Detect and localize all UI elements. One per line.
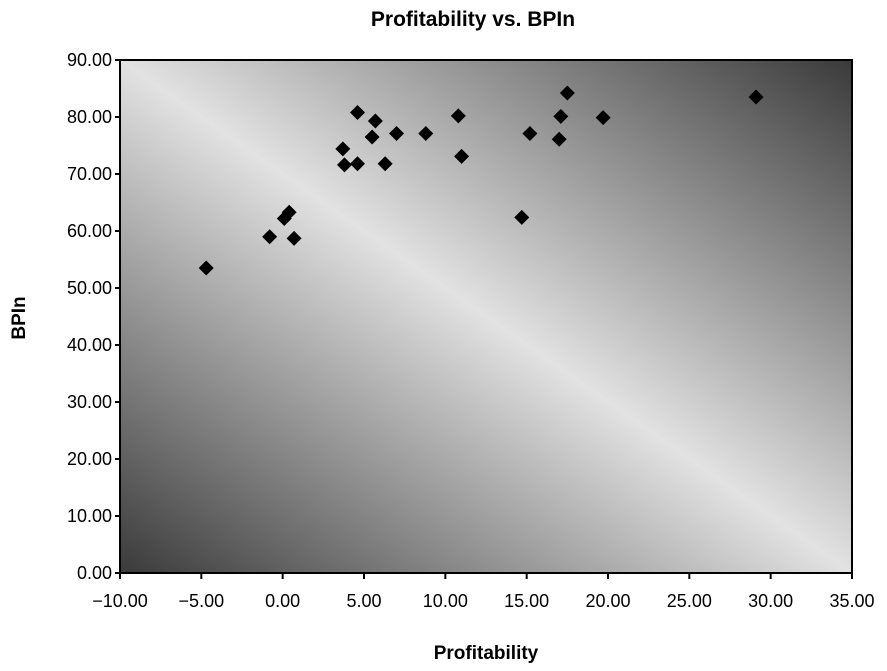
data-point <box>336 157 352 173</box>
data-point <box>450 108 466 124</box>
y-tick-label: 90.00 <box>67 50 112 70</box>
x-tick-label: 25.00 <box>667 591 712 611</box>
data-point <box>364 129 380 145</box>
data-point <box>389 126 405 142</box>
y-tick-label: 10.00 <box>67 506 112 526</box>
data-point <box>262 229 278 245</box>
x-tick-label: −10.00 <box>92 591 148 611</box>
data-point <box>454 148 470 164</box>
x-tick-label: 20.00 <box>585 591 630 611</box>
x-tick-label: 10.00 <box>423 591 468 611</box>
y-tick-label: 70.00 <box>67 164 112 184</box>
data-point <box>367 113 383 129</box>
data-point <box>349 156 365 172</box>
data-point <box>281 204 297 220</box>
data-point <box>522 126 538 142</box>
data-point <box>514 209 530 225</box>
y-tick-label: 80.00 <box>67 107 112 127</box>
chart-title: Profitability vs. BPIn <box>371 8 575 31</box>
data-point <box>418 126 434 142</box>
y-axis: 0.00 10.00 20.00 30.00 40.00 50.00 60.00 70.00 8… <box>67 50 120 583</box>
data-point <box>349 104 365 120</box>
data-point <box>377 156 393 172</box>
x-tick-label: 5.00 <box>346 591 381 611</box>
x-tick-label: −5.00 <box>179 591 225 611</box>
y-tick-label: 0.00 <box>77 563 112 583</box>
y-tick-label: 30.00 <box>67 392 112 412</box>
data-point <box>595 110 611 126</box>
data-point <box>286 230 302 246</box>
data-point <box>748 89 764 105</box>
y-tick-label: 20.00 <box>67 449 112 469</box>
data-points <box>198 85 764 276</box>
x-axis: −10.00 −5.00 0.00 5.00 10.00 15.00 20.00 25.00 3… <box>92 573 875 611</box>
x-tick-label: 0.00 <box>265 591 300 611</box>
data-point <box>553 108 569 124</box>
data-point <box>559 85 575 101</box>
plot-area <box>119 59 853 574</box>
y-tick-label: 50.00 <box>67 278 112 298</box>
x-tick-label: 30.00 <box>748 591 793 611</box>
data-point <box>198 260 214 276</box>
y-tick-label: 60.00 <box>67 221 112 241</box>
y-axis-title: BPIn <box>9 296 30 339</box>
x-tick-label: 35.00 <box>829 591 874 611</box>
x-tick-label: 15.00 <box>504 591 549 611</box>
x-axis-title: Profitability <box>434 643 539 664</box>
data-point <box>335 141 351 157</box>
y-tick-label: 40.00 <box>67 335 112 355</box>
data-point <box>551 131 567 147</box>
